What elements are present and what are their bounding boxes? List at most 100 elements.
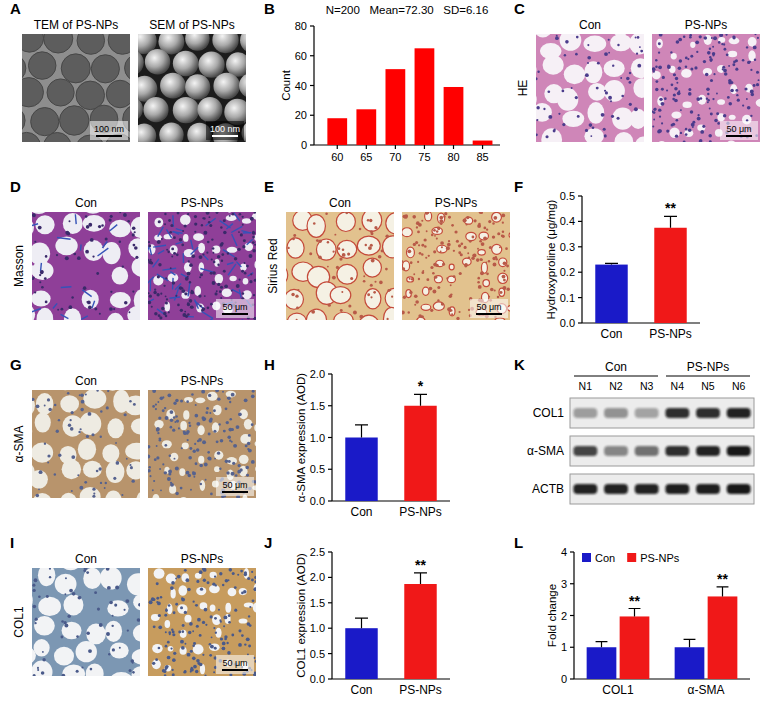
alveolus (437, 245, 447, 253)
fiber (176, 229, 183, 231)
nucleus (219, 290, 222, 293)
nucleus (72, 592, 76, 596)
nucleus (440, 250, 442, 252)
nucleus (73, 253, 76, 256)
nucleus (430, 309, 433, 312)
nucleus (747, 106, 751, 110)
alveolus (254, 424, 256, 432)
nucleus (32, 398, 34, 401)
nucleus (414, 294, 418, 298)
nucleus (719, 34, 723, 37)
alveolus (184, 615, 191, 623)
nucleus (219, 619, 221, 621)
nucleus (678, 90, 680, 92)
nucleus (149, 601, 152, 604)
nucleus (161, 238, 163, 240)
nucleus (167, 641, 170, 644)
nucleus (209, 419, 213, 423)
nucleus (220, 297, 222, 299)
nucleus (223, 219, 226, 222)
error-bar (596, 642, 608, 648)
nucleus (617, 44, 619, 46)
significance: ** (415, 557, 426, 573)
fiber (162, 268, 176, 270)
nucleus (86, 225, 90, 229)
y-tick (328, 602, 332, 603)
nucleus (468, 256, 470, 258)
alveolus (704, 35, 712, 45)
alveolus (610, 34, 632, 51)
nucleus (39, 274, 41, 276)
nucleus (189, 299, 193, 303)
nucleus (733, 61, 736, 64)
y-tick (328, 469, 332, 470)
nucleus (163, 312, 166, 315)
nucleus (436, 230, 439, 233)
x-tick (395, 145, 396, 149)
alveolus (86, 664, 104, 676)
nucleus (207, 457, 210, 460)
nucleus (444, 212, 447, 215)
alveolus (536, 62, 537, 78)
alveolus (106, 461, 125, 483)
x-tick-label: Con (350, 505, 372, 519)
nucleus (195, 670, 199, 674)
y-tick (570, 678, 574, 679)
bar (654, 228, 686, 323)
nucleus (450, 284, 452, 286)
nucleus (100, 482, 102, 484)
alveolus (184, 397, 193, 402)
nucleus (175, 415, 177, 417)
nucleus (185, 578, 189, 582)
fiber (110, 225, 118, 231)
nucleus (680, 132, 682, 134)
bar (385, 69, 405, 145)
nucleus (80, 428, 82, 430)
nucleus (32, 213, 36, 217)
alveolus (227, 247, 238, 253)
nucleus (220, 286, 223, 289)
alveolus (102, 242, 120, 264)
y-tick (570, 647, 574, 648)
legend: ConPS-NPs (582, 552, 680, 564)
nucleus (385, 268, 388, 271)
y-tick (570, 615, 574, 616)
nucleus (483, 236, 487, 240)
nucleus (214, 576, 216, 578)
alveolus (180, 421, 187, 430)
nucleus (157, 432, 159, 434)
nucleus (49, 568, 51, 570)
nucleus (499, 246, 501, 248)
nucleus (204, 463, 208, 467)
nucleus (125, 599, 129, 603)
nucleus (690, 55, 693, 58)
nucleus (589, 123, 593, 127)
y-tick (578, 272, 582, 273)
alveolus (60, 493, 77, 498)
nucleus (703, 60, 706, 63)
fiber (200, 269, 213, 273)
lane-label: N6 (732, 380, 746, 392)
nucleus (637, 36, 640, 39)
alveolus (170, 453, 178, 462)
nucleus (166, 298, 168, 300)
nucleus (112, 648, 115, 651)
nucleus (253, 294, 255, 296)
nucleus (189, 424, 191, 426)
nucleus (155, 403, 157, 405)
alveolus (536, 34, 553, 37)
y-tick (310, 144, 314, 145)
image-title: PS-NPs (181, 374, 224, 388)
nucleus (456, 240, 459, 243)
nucleus (203, 417, 206, 420)
nucleus (416, 221, 420, 225)
row-label: COL1 (12, 606, 26, 638)
tissue (148, 390, 256, 498)
nucleus (694, 66, 697, 69)
nucleus (437, 286, 440, 289)
nucleus (371, 232, 374, 235)
nucleus (676, 40, 680, 44)
chart-title: N=200 Mean=72.30 SD=6.16 (326, 4, 489, 16)
nucleus (221, 253, 224, 256)
nucleus (152, 598, 155, 601)
